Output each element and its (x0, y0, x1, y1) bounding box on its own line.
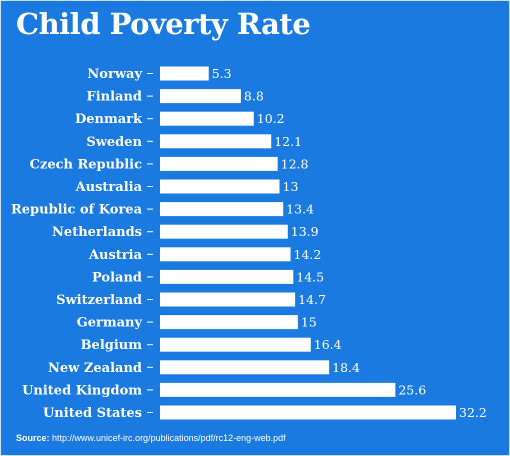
bar-switzerland (160, 292, 296, 307)
value-label-united-kingdom: 25.6 (398, 382, 426, 397)
value-label-austria: 14.2 (294, 247, 322, 262)
bar-new-zealand (160, 360, 330, 375)
category-label-czech-republic: Czech Republic (30, 157, 142, 172)
value-label-denmark: 10.2 (257, 111, 285, 126)
value-label-finland: 8.8 (244, 89, 264, 104)
category-label-new-zealand: New Zealand (48, 361, 142, 376)
category-label-australia: Australia (75, 180, 143, 195)
category-label-sweden: Sweden (86, 135, 142, 150)
bar-united-kingdom (160, 382, 396, 397)
category-label-austria: Austria (88, 248, 143, 263)
bar-poland (160, 269, 294, 284)
bar-sweden (160, 134, 272, 149)
bar-germany (160, 315, 298, 330)
category-label-netherlands: Netherlands (52, 225, 142, 240)
value-label-norway: 5.3 (212, 66, 232, 81)
bar-chart: Norway 5.3 Finland 8.8 Denmark 10.2 Sweden 12.1… (11, 66, 487, 421)
category-label-switzerland: Switzerland (56, 293, 142, 308)
category-label-germany: Germany (77, 316, 143, 331)
bar-czech-republic (160, 156, 278, 171)
category-label-poland: Poland (92, 270, 142, 285)
bar-norway (160, 66, 209, 81)
value-label-switzerland: 14.7 (298, 292, 326, 307)
source-note: Source: http://www.unicef-irc.org/public… (16, 433, 286, 443)
value-label-new-zealand: 18.4 (332, 360, 360, 375)
bar-republic-of-korea (160, 202, 284, 217)
source-url: http://www.unicef-irc.org/publications/p… (52, 433, 286, 443)
value-label-poland: 14.5 (296, 269, 324, 284)
chart-title: Child Poverty Rate (16, 7, 311, 41)
value-label-united-states: 32.2 (459, 405, 487, 420)
bar-netherlands (160, 224, 288, 239)
value-label-belgium: 16.4 (314, 337, 342, 352)
category-label-united-kingdom: United Kingdom (22, 383, 142, 398)
bar-belgium (160, 337, 311, 352)
bar-finland (160, 89, 241, 104)
source-label: Source: (16, 433, 50, 443)
category-label-finland: Finland (86, 90, 142, 105)
value-label-germany: 15 (301, 315, 317, 330)
bar-united-states (160, 405, 456, 420)
category-label-republic-of-korea: Republic of Korea (11, 203, 143, 218)
bar-austria (160, 247, 291, 262)
bar-australia (160, 179, 280, 194)
category-label-belgium: Belgium (81, 338, 143, 353)
value-label-sweden: 12.1 (274, 134, 302, 149)
category-label-denmark: Denmark (75, 112, 143, 127)
value-label-netherlands: 13.9 (291, 224, 319, 239)
category-label-united-states: United States (43, 406, 142, 421)
value-label-republic-of-korea: 13.4 (286, 202, 314, 217)
value-label-australia: 13 (283, 179, 299, 194)
value-label-czech-republic: 12.8 (281, 156, 309, 171)
category-label-norway: Norway (87, 67, 142, 82)
bar-denmark (160, 111, 254, 126)
